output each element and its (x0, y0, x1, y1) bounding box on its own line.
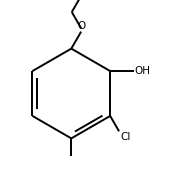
Text: O: O (77, 21, 85, 31)
Text: OH: OH (135, 66, 151, 76)
Text: Cl: Cl (120, 132, 130, 142)
